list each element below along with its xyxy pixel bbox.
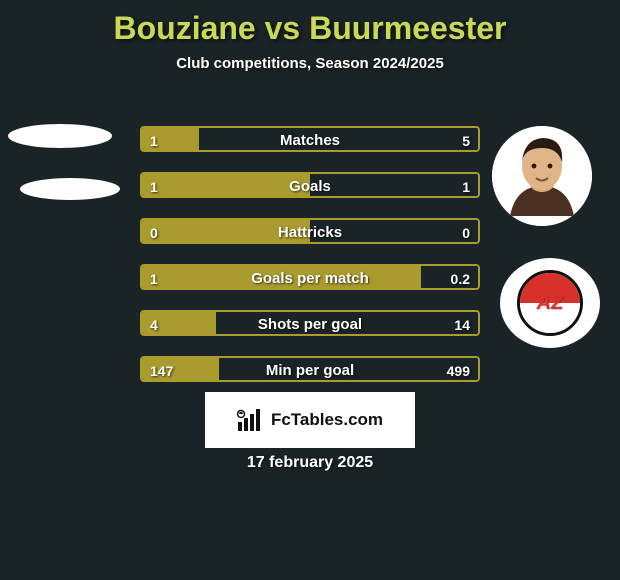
stat-bar-label: Min per goal	[142, 358, 478, 380]
footer-brand-strip: FcTables.com	[205, 392, 415, 448]
avatar-icon	[492, 126, 592, 226]
stat-bar-label: Hattricks	[142, 220, 478, 242]
stat-bar-row: Min per goal147 499	[140, 356, 480, 382]
player-left-placeholder-2	[20, 178, 120, 200]
stat-bar-row: Matches1 5	[140, 126, 480, 152]
stat-bars: Matches15Goals11Hattricks00Goals per mat…	[140, 126, 480, 402]
stat-bar-label: Shots per goal	[142, 312, 478, 334]
stat-bar-label: Goals	[142, 174, 478, 196]
footer-brand-text: FcTables.com	[271, 410, 383, 430]
stat-bar-value-left: 4	[150, 312, 158, 336]
stat-bar-value-right: 0.2	[451, 266, 470, 290]
stat-bar-value-left: 1	[150, 266, 158, 290]
club-badge-text: AZ	[520, 273, 580, 333]
stat-bar-value-left: 1	[150, 174, 158, 198]
stat-bar-row: Shots per goal4 14	[140, 310, 480, 336]
subtitle: Club competitions, Season 2024/2025	[0, 55, 620, 72]
date-text: 17 february 2025	[0, 454, 620, 472]
stat-bar-value-right: 14	[454, 312, 470, 336]
stat-bar-row: Goals per match1 0.2	[140, 264, 480, 290]
stat-bar-value-left: 0	[150, 220, 158, 244]
stat-bar-row: Hattricks0 0	[140, 218, 480, 244]
stat-bar-value-left: 1	[150, 128, 158, 152]
club-badge-inner: AZ	[517, 270, 583, 336]
page-title: Bouziane vs Buurmeester	[0, 0, 620, 47]
stat-bar-value-right: 0	[462, 220, 470, 244]
stat-bar-value-left: 147	[150, 358, 173, 382]
brand-logo-icon	[237, 408, 265, 432]
comparison-card: Bouziane vs Buurmeester Club competition…	[0, 0, 620, 580]
stat-bar-label: Matches	[142, 128, 478, 150]
stat-bar-value-right: 5	[462, 128, 470, 152]
player-left-placeholder-1	[8, 124, 112, 148]
club-badge: AZ	[500, 258, 600, 348]
stat-bar-label: Goals per match	[142, 266, 478, 288]
stat-bar-row: Goals1 1	[140, 172, 480, 198]
stat-bar-value-right: 1	[462, 174, 470, 198]
stat-bar-value-right: 499	[447, 358, 470, 382]
player-right-avatar	[492, 126, 592, 226]
